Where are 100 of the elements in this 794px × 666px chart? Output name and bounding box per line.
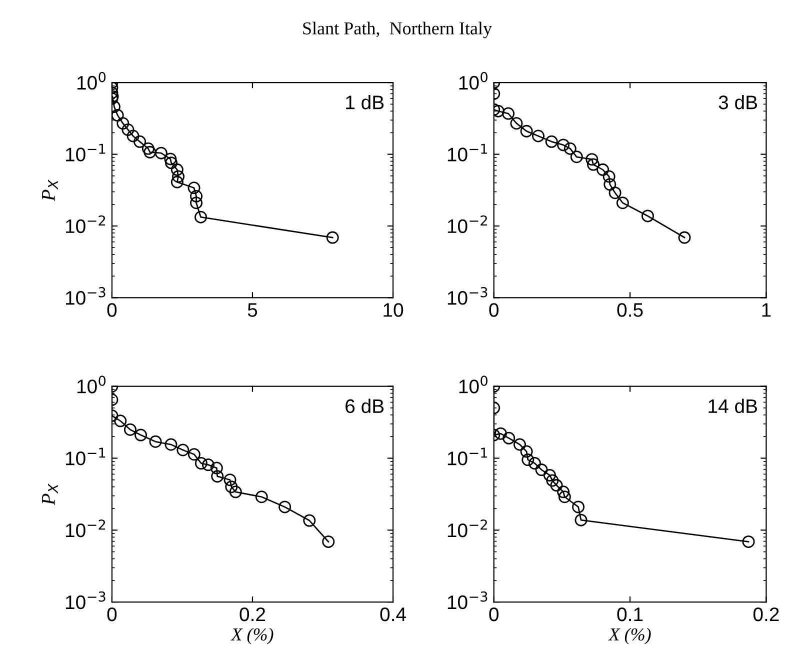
point <box>557 486 570 498</box>
point <box>149 435 162 448</box>
point <box>602 170 616 183</box>
point <box>190 190 203 202</box>
point <box>545 135 558 148</box>
point <box>134 135 146 148</box>
x-tick-label: 0 <box>107 607 117 622</box>
x-tick-label: 1 <box>762 303 771 317</box>
point <box>164 152 177 166</box>
annotation: 6 dB <box>346 398 384 414</box>
y-tick-label: 10$^{−1}$ <box>448 448 488 466</box>
x-tick-label: 0.5 <box>617 303 643 317</box>
y-tick-label: 10$^{0}$ <box>459 72 488 90</box>
y-tick-label: 10$^{−2}$ <box>66 215 106 234</box>
point <box>532 130 545 142</box>
point <box>114 414 127 428</box>
point <box>154 146 168 160</box>
point <box>596 163 610 176</box>
y-tick-label: 10$^{−3}$ <box>448 591 488 610</box>
point <box>572 500 585 514</box>
point <box>502 432 516 444</box>
point <box>170 163 184 176</box>
x-tick-label: 0.2 <box>753 607 779 622</box>
y-tick-label: 10$^{−1}$ <box>66 448 106 466</box>
point <box>322 535 335 548</box>
point <box>641 210 654 222</box>
annotation: 1 dB <box>346 95 384 110</box>
x-tick-label: 10 <box>384 303 404 317</box>
point <box>535 464 548 476</box>
point <box>170 176 184 188</box>
point <box>513 438 526 451</box>
point <box>122 123 134 136</box>
y-tick-label: 10$^{−1}$ <box>66 144 106 162</box>
point <box>210 462 223 474</box>
x-tick-label: 0.4 <box>380 607 406 622</box>
y-tick-label: 10$^{−3}$ <box>66 287 106 305</box>
point <box>586 153 598 166</box>
point <box>142 142 154 155</box>
point <box>134 428 148 442</box>
y-tick-label: 10$^{0}$ <box>77 376 106 394</box>
point <box>126 130 140 142</box>
point <box>502 107 515 120</box>
x-axis-title: X (%) <box>608 628 651 644</box>
y-tick-label: 10$^{−3}$ <box>448 287 488 305</box>
y-tick-label: 10$^{−3}$ <box>66 591 106 610</box>
x-tick-label: 0.1 <box>617 607 643 622</box>
point <box>564 142 576 155</box>
y-tick-label: 10$^{0}$ <box>77 72 106 90</box>
point <box>520 445 533 458</box>
point <box>229 486 242 498</box>
x-tick-label: 0 <box>489 607 499 622</box>
point <box>557 138 570 152</box>
point <box>144 146 156 158</box>
point <box>587 158 600 171</box>
point <box>558 490 571 504</box>
point <box>176 444 190 456</box>
point <box>678 231 691 244</box>
point <box>278 500 292 514</box>
x-tick-label: 0.2 <box>240 607 266 622</box>
x-tick-label: 0 <box>489 303 499 317</box>
point <box>112 109 124 122</box>
point <box>303 514 316 527</box>
point <box>604 178 616 191</box>
point <box>522 454 534 466</box>
point <box>326 231 339 244</box>
point <box>528 457 541 470</box>
point <box>494 427 507 440</box>
x-tick-label: 0 <box>107 303 117 317</box>
y-tick-label: 10$^{−2}$ <box>448 215 487 234</box>
y-tick-label: 10$^{0}$ <box>459 376 488 394</box>
point <box>188 448 200 461</box>
point <box>164 438 178 451</box>
point <box>194 210 208 224</box>
y-tick-label: 10$^{−2}$ <box>66 519 106 538</box>
point <box>570 150 583 164</box>
point <box>574 514 588 526</box>
point <box>194 457 208 470</box>
annotation: 14 dB <box>708 398 758 414</box>
point <box>616 196 629 210</box>
point <box>742 535 755 548</box>
point <box>520 124 533 138</box>
x-axis-title: X (%) <box>230 628 274 644</box>
point <box>255 490 268 504</box>
y-tick-label: 10$^{−1}$ <box>448 144 488 162</box>
y-axis-title: P$_{X}$ <box>42 179 58 202</box>
point <box>225 480 238 494</box>
point <box>188 182 200 194</box>
point <box>211 470 224 483</box>
annotation: 3 dB <box>718 95 758 110</box>
point <box>202 458 214 472</box>
point <box>172 170 185 183</box>
point <box>224 474 236 486</box>
point <box>608 186 622 200</box>
point <box>116 117 130 130</box>
y-tick-label: 10$^{−2}$ <box>448 519 487 538</box>
point <box>550 479 563 492</box>
point <box>546 474 559 487</box>
point <box>190 196 203 210</box>
point <box>165 156 178 170</box>
y-axis-title: P$_{X}$ <box>42 484 58 506</box>
